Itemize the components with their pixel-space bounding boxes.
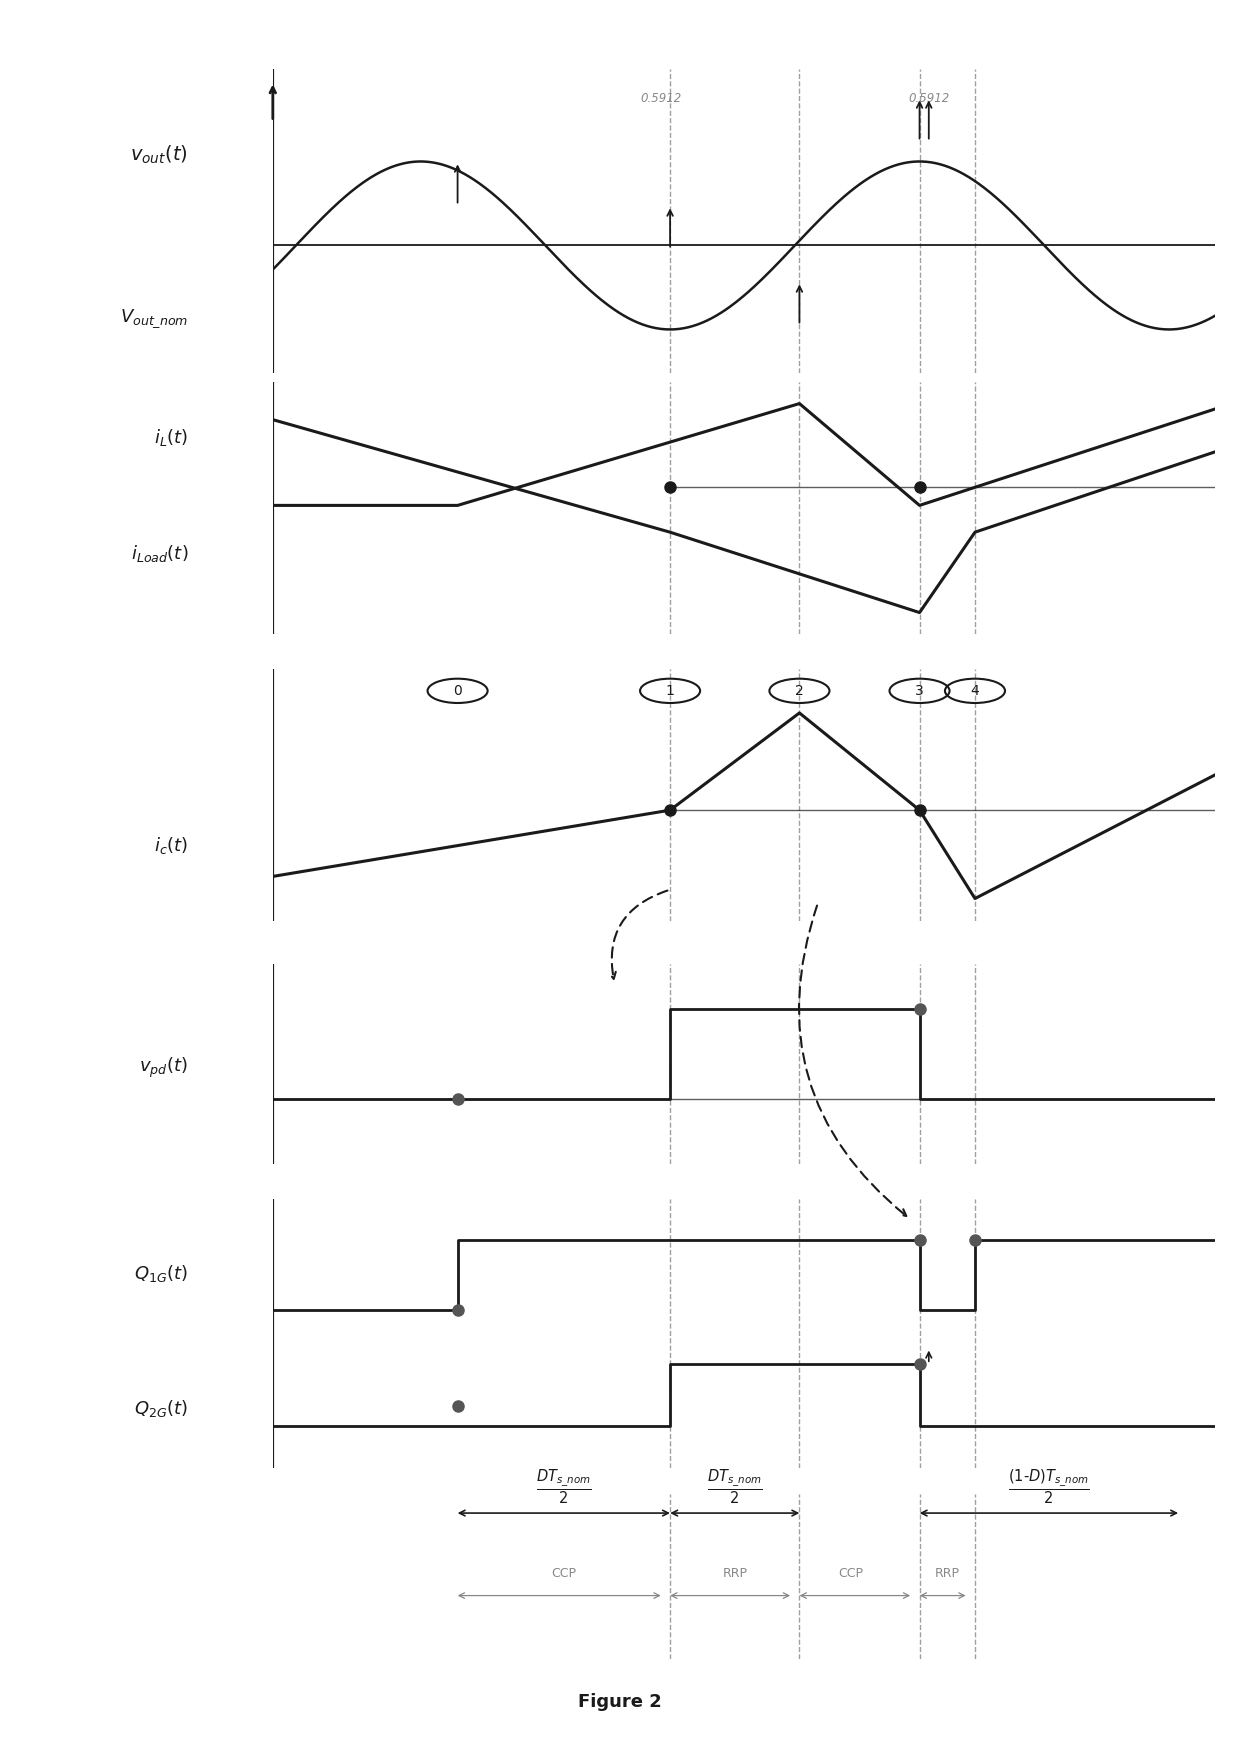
Text: $i_{Load}(t)$: $i_{Load}(t)$ [130,544,188,565]
Text: 0.5912: 0.5912 [908,92,950,106]
Text: 0: 0 [453,684,463,698]
Text: $\dfrac{(1\text{-}D)T_{s\_nom}}{2}$: $\dfrac{(1\text{-}D)T_{s\_nom}}{2}$ [1008,1468,1090,1506]
Text: $Q_{1G}(t)$: $Q_{1G}(t)$ [134,1263,188,1284]
Text: $i_L(t)$: $i_L(t)$ [154,427,188,448]
Text: $v_{out}(t)$: $v_{out}(t)$ [130,144,188,165]
Text: $\dfrac{DT_{s\_nom}}{2}$: $\dfrac{DT_{s\_nom}}{2}$ [707,1468,763,1506]
Text: 0.5912: 0.5912 [640,92,682,106]
Text: $\dfrac{DT_{s\_nom}}{2}$: $\dfrac{DT_{s\_nom}}{2}$ [536,1468,591,1506]
Text: Figure 2: Figure 2 [578,1694,662,1711]
Text: 4: 4 [971,684,980,698]
Text: 3: 3 [915,684,924,698]
Text: CCP: CCP [838,1567,863,1581]
Text: 2: 2 [795,684,804,698]
Text: $i_c(t)$: $i_c(t)$ [154,834,188,856]
Text: $V_{out\_nom}$: $V_{out\_nom}$ [119,307,188,330]
Text: CCP: CCP [552,1567,577,1581]
Text: RRP: RRP [935,1567,960,1581]
Text: $Q_{2G}(t)$: $Q_{2G}(t)$ [134,1398,188,1419]
Text: $v_{pd}(t)$: $v_{pd}(t)$ [139,1056,188,1080]
Text: RRP: RRP [722,1567,748,1581]
Text: $t$: $t$ [1239,1530,1240,1551]
Text: 1: 1 [666,684,675,698]
